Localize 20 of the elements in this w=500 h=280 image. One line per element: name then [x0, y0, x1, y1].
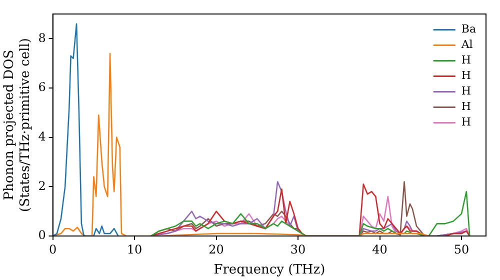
y-tick-label: 8: [38, 30, 46, 45]
legend-label: H: [461, 84, 471, 98]
legend-label: H: [461, 116, 471, 129]
y-tick-label: 4: [38, 129, 46, 144]
legend-label: Al: [460, 38, 474, 52]
y-axis-title: Phonon projected DOS (States/THz·primitive cell): [2, 38, 33, 212]
legend-label: H: [461, 54, 471, 67]
x-tick-label: 0: [49, 242, 57, 256]
x-axis-title: Frequency (THz): [214, 262, 326, 278]
legend-label: Ba: [461, 22, 476, 36]
legend-label: H: [461, 69, 471, 82]
legend-label: H: [461, 100, 471, 114]
x-tick-label: 30: [290, 242, 306, 256]
x-tick-label: 10: [126, 242, 142, 256]
y-tick-label: 2: [38, 178, 46, 193]
x-tick-label: 20: [208, 242, 224, 256]
y-tick-label: 0: [38, 228, 46, 242]
x-tick-label: 40: [372, 242, 388, 256]
y-tick-label: 6: [38, 80, 46, 94]
x-tick-label: 50: [454, 242, 470, 256]
